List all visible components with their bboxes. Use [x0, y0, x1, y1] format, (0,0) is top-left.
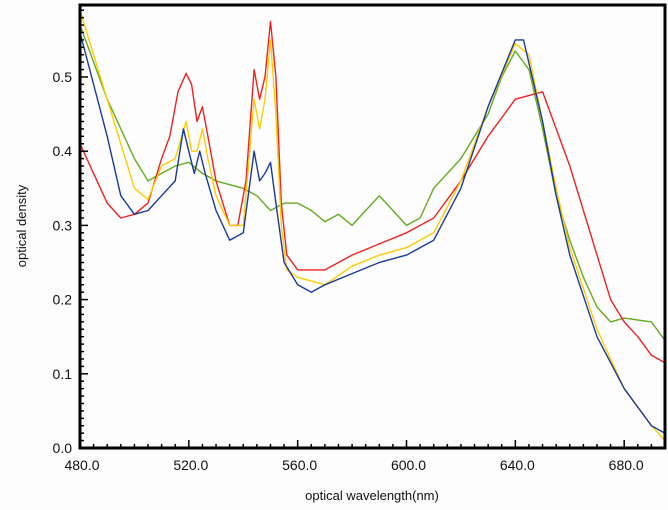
y-tick-label: 0.1	[53, 366, 73, 382]
series-line-green	[79, 24, 666, 341]
y-tick-label: 0.0	[53, 440, 73, 456]
x-axis-title: optical wavelength(nm)	[305, 488, 439, 503]
y-tick-label: 0.5	[53, 69, 73, 85]
x-tick-label: 600.0	[391, 457, 426, 473]
plot-frame	[78, 3, 667, 450]
y-tick-label: 0.4	[53, 143, 73, 159]
y-axis-title: optical density	[14, 184, 29, 267]
x-tick-label: 680.0	[609, 457, 644, 473]
x-tick-label: 520.0	[173, 457, 208, 473]
series-line-blue	[79, 32, 666, 434]
y-tick-label: 0.3	[53, 217, 73, 233]
series-line-red	[79, 20, 666, 364]
x-tick-label: 480.0	[64, 457, 99, 473]
x-tick-label: 640.0	[500, 457, 535, 473]
x-tick-label: 560.0	[282, 457, 317, 473]
series-line-yellow	[79, 9, 666, 442]
y-tick-label: 0.2	[53, 292, 73, 308]
tick-layer: 480.0 520.0 560.0 600.0 640.0 680.0 0.0 0.1 0.2 0…	[53, 9, 666, 473]
series-layer	[79, 9, 666, 442]
